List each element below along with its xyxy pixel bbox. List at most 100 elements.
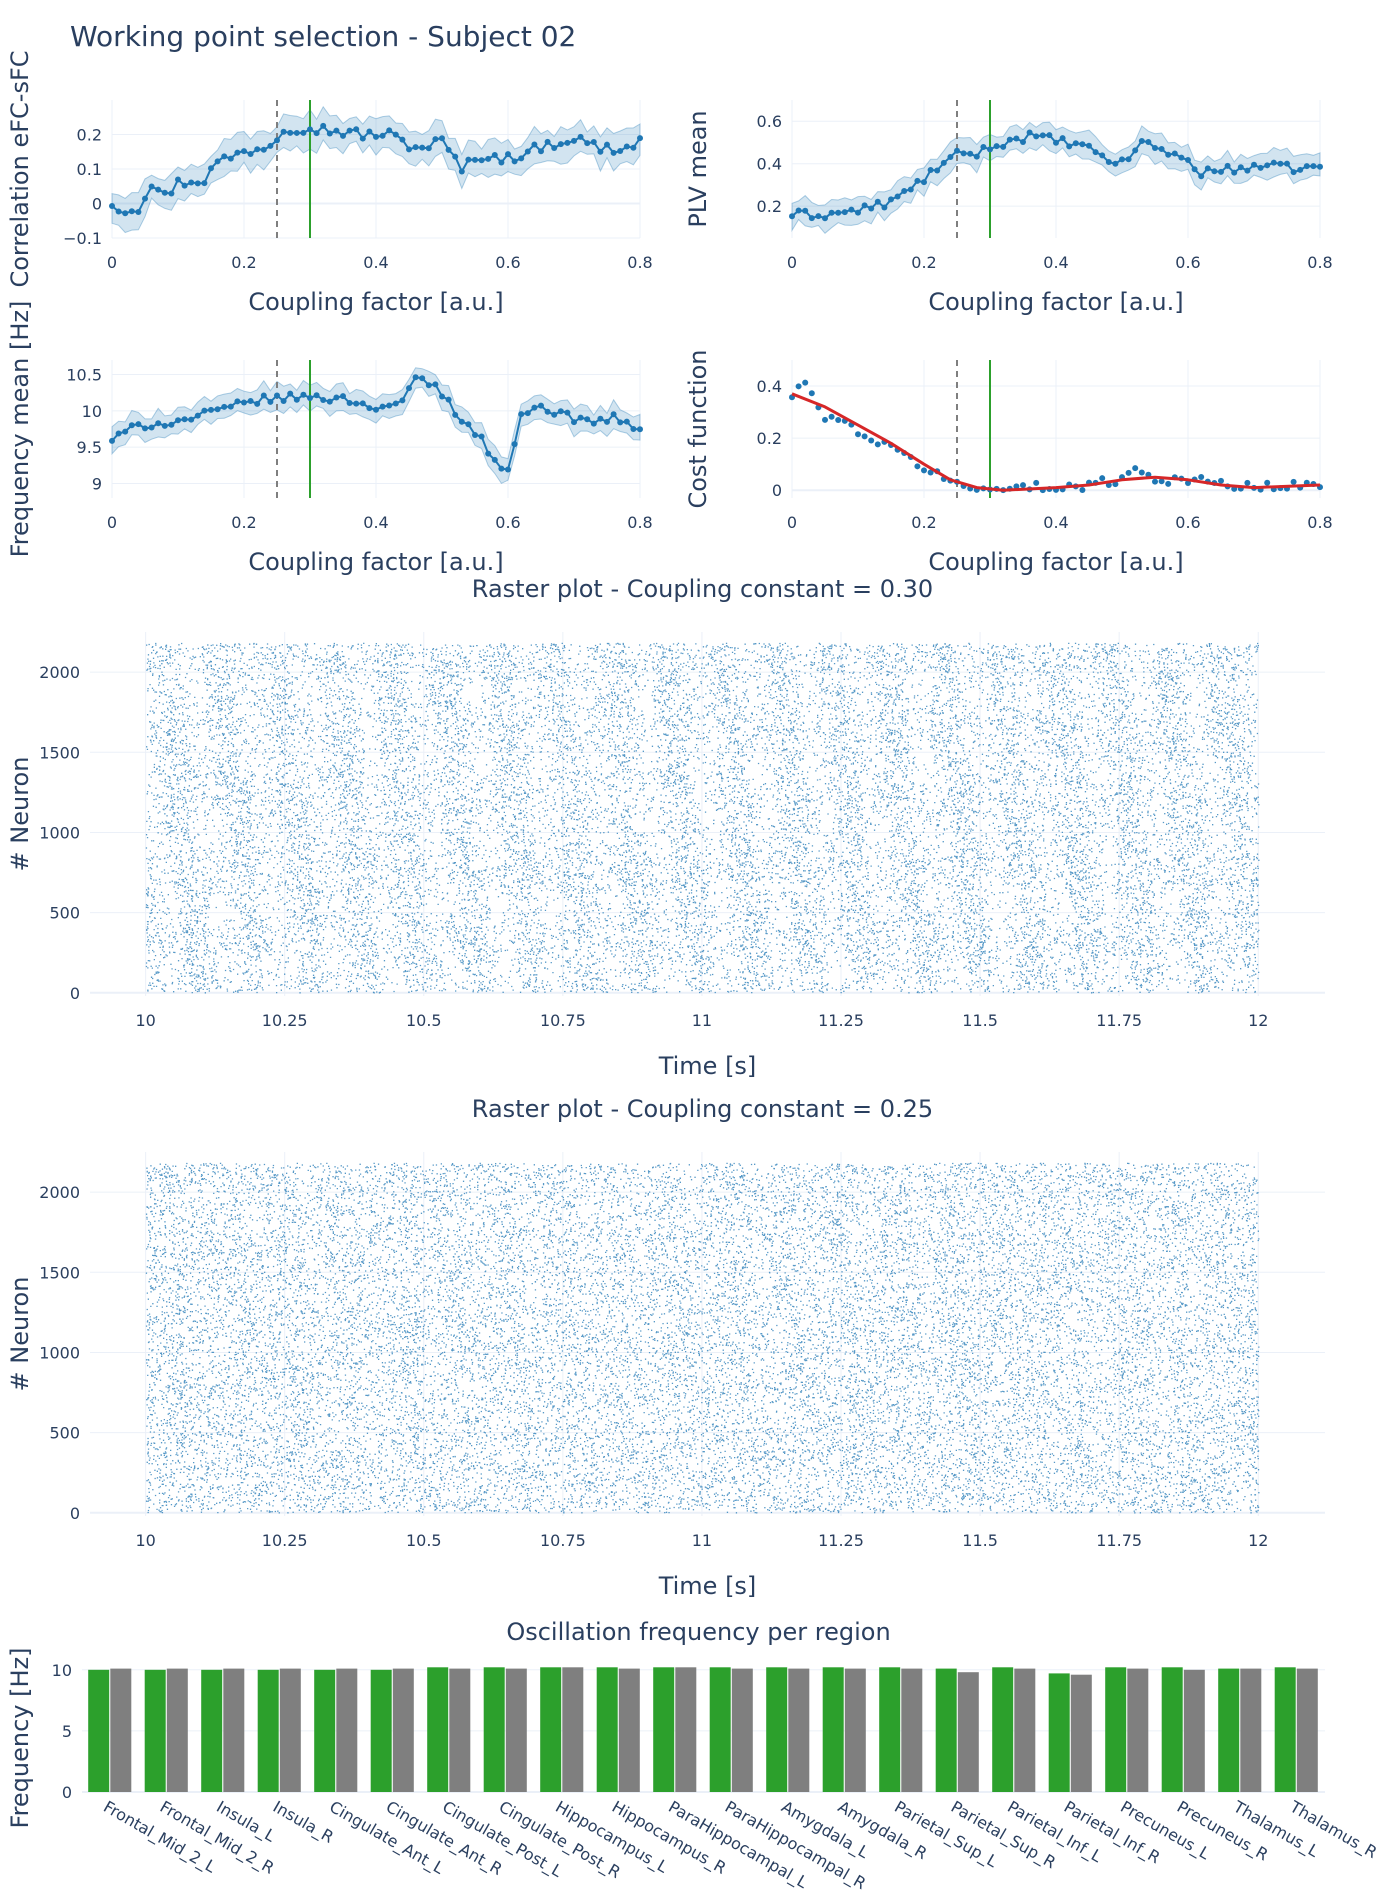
data-point	[274, 137, 280, 144]
data-point	[564, 139, 571, 146]
data-point	[1079, 141, 1086, 148]
data-point	[274, 392, 280, 399]
bar-Insula_R-1	[279, 1668, 301, 1792]
data-point	[148, 424, 155, 431]
data-point	[175, 176, 181, 183]
data-point	[551, 411, 558, 418]
data-point	[432, 136, 439, 143]
data-point	[201, 180, 208, 187]
data-point	[379, 403, 386, 410]
y-tick-label: 5	[62, 1722, 72, 1741]
y-tick-label: 10.5	[66, 366, 102, 385]
data-point	[1152, 144, 1158, 151]
y-axis-title: Cost function	[684, 349, 712, 508]
data-point	[973, 153, 980, 160]
bar-Cingulate_Ant_R-1	[392, 1668, 414, 1792]
x-tick-label: 0.4	[1043, 513, 1068, 532]
data-point	[927, 166, 934, 173]
data-point	[128, 208, 135, 215]
data-point	[1218, 168, 1224, 175]
data-point	[353, 400, 360, 407]
x-tick-label: 0.4	[1043, 253, 1068, 272]
data-point	[485, 450, 492, 457]
data-point	[531, 141, 538, 148]
bar-ParaHippocampal_R-1	[731, 1668, 753, 1792]
data-point	[564, 409, 571, 416]
bar-Frontal_Mid_2_L-0	[88, 1669, 110, 1792]
data-point	[445, 396, 452, 403]
data-point	[293, 396, 300, 403]
x-tick-label: 0.6	[495, 253, 520, 272]
data-point	[1112, 481, 1119, 488]
data-point	[590, 420, 597, 427]
spike-dots	[145, 642, 1260, 994]
data-point	[399, 397, 406, 404]
data-point	[313, 130, 320, 137]
data-point	[214, 158, 221, 165]
data-point	[432, 381, 439, 388]
data-point	[630, 144, 637, 151]
data-point	[1191, 166, 1198, 173]
y-tick-label: 0	[70, 984, 80, 1003]
bar-Parietal_Sup_R-0	[935, 1668, 957, 1792]
data-point	[1013, 483, 1020, 490]
data-point	[1277, 160, 1284, 167]
data-point	[1086, 142, 1092, 149]
data-point	[214, 406, 221, 413]
data-point	[1290, 169, 1297, 176]
data-point	[478, 433, 485, 440]
bar-ParaHippocampal_R-0	[709, 1667, 731, 1792]
data-point	[1006, 136, 1013, 143]
bar-Parietal_Sup_L-0	[879, 1667, 901, 1792]
data-point	[1218, 477, 1224, 484]
data-point	[868, 205, 875, 212]
bar-Parietal_Inf_L-1	[1014, 1668, 1036, 1792]
data-point	[815, 213, 822, 220]
data-point	[333, 394, 340, 401]
data-point	[452, 153, 459, 160]
data-point	[987, 146, 993, 153]
data-point	[868, 437, 875, 444]
data-point	[914, 463, 921, 470]
data-point	[960, 150, 967, 157]
data-point	[921, 467, 927, 474]
data-point	[584, 140, 591, 147]
x-tick-label: 0	[107, 513, 117, 532]
data-point	[1198, 473, 1205, 480]
data-point	[135, 209, 142, 216]
data-point	[861, 433, 868, 440]
y-axis-title: Frequency [Hz]	[6, 1648, 34, 1829]
data-point	[320, 122, 327, 129]
data-point	[637, 135, 643, 142]
data-point	[1178, 154, 1185, 161]
data-point	[168, 421, 175, 428]
data-point	[1158, 478, 1165, 485]
data-point	[1264, 162, 1271, 169]
y-tick-label: 0.4	[757, 155, 782, 174]
data-point	[597, 415, 604, 422]
x-tick-label: 10	[135, 1011, 155, 1030]
y-tick-label: 2000	[39, 1183, 80, 1202]
data-point	[524, 410, 531, 417]
data-point	[439, 135, 445, 142]
data-point	[287, 129, 294, 136]
data-point	[1013, 135, 1020, 142]
y-tick-label: 500	[49, 1424, 80, 1443]
y-tick-label: 0	[772, 481, 782, 500]
data-point	[822, 215, 828, 222]
bar-Hippocampus_L-0	[540, 1667, 562, 1792]
chart-title: Oscillation frequency per region	[506, 1618, 890, 1646]
data-point	[557, 408, 564, 415]
data-point	[386, 402, 393, 409]
data-point	[208, 165, 214, 172]
data-point	[359, 135, 366, 142]
data-point	[1198, 173, 1205, 180]
x-tick-label: 0.8	[627, 513, 652, 532]
chart-frequency: 9 9.5 10 10.5 0 0.2 0.4 0.6 0.8 Coupling factor […	[6, 301, 653, 576]
data-point	[122, 210, 129, 217]
x-tick-label: 0.8	[1307, 513, 1332, 532]
data-point	[1145, 139, 1152, 146]
data-point	[1125, 156, 1132, 163]
y-tick-label: 0.6	[757, 112, 782, 131]
data-point	[954, 147, 960, 154]
